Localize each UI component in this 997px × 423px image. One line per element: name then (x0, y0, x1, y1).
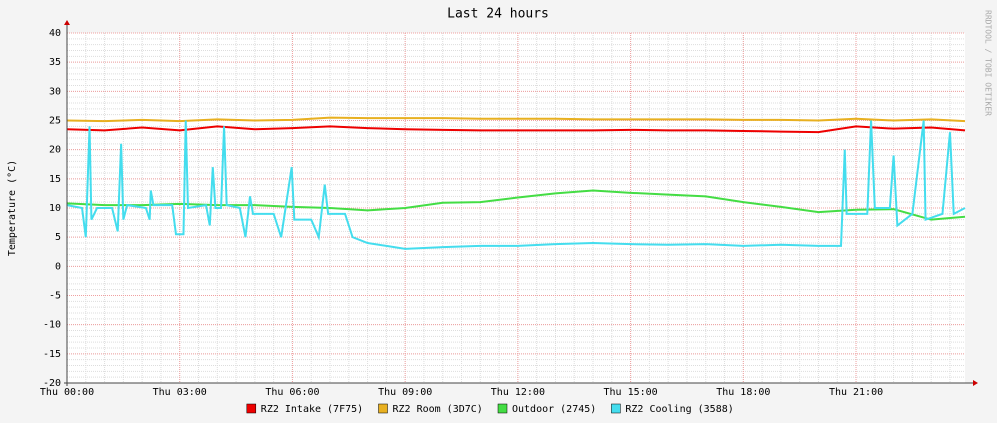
y-tick-label: 5 (55, 232, 61, 243)
x-tick-label: Thu 12:00 (491, 387, 545, 398)
series-line (66, 120, 966, 250)
series-line (66, 116, 966, 123)
y-tick-label: -5 (49, 291, 61, 302)
legend-label: RZ2 Room (3D7C) (393, 404, 483, 415)
y-tick-label: 25 (49, 116, 61, 127)
y-tick-label: -10 (43, 320, 61, 331)
x-tick-label: Thu 09:00 (378, 387, 432, 398)
y-tick-label: 40 (49, 28, 61, 39)
x-tick-label: Thu 03:00 (153, 387, 207, 398)
y-tick-label: 10 (49, 203, 61, 214)
y-tick-label: 20 (49, 145, 61, 156)
x-tick-label: Thu 06:00 (265, 387, 319, 398)
chart-title: Last 24 hours (447, 7, 549, 22)
legend-swatch (611, 403, 621, 414)
y-axis-label: Temperature (°C) (7, 160, 18, 256)
series-line (66, 189, 966, 221)
x-tick-label: Thu 21:00 (829, 387, 883, 398)
y-tick-label: 0 (55, 261, 61, 272)
y-tick-label: 30 (49, 86, 61, 97)
legend-label: RZ2 Intake (7F75) (261, 404, 363, 415)
y-tick-label: 35 (49, 57, 61, 68)
legend-swatch (378, 403, 388, 414)
axis-arrow (973, 380, 978, 386)
x-tick-label: Thu 15:00 (604, 387, 658, 398)
legend-swatch (497, 403, 508, 414)
legend-label: Outdoor (2745) (512, 404, 596, 415)
legend-label: RZ2 Cooling (3588) (625, 404, 733, 415)
y-tick-label: 15 (49, 174, 61, 185)
legend-swatch (246, 403, 257, 414)
watermark: RRDTOOL / TOBI OETIKER (984, 10, 993, 116)
y-tick-label: -20 (43, 378, 61, 389)
x-tick-label: Thu 00:00 (40, 387, 94, 398)
axis-arrow (64, 20, 70, 25)
x-tick-label: Thu 18:00 (716, 387, 770, 398)
y-tick-label: -15 (43, 349, 61, 360)
series-line (66, 125, 966, 134)
